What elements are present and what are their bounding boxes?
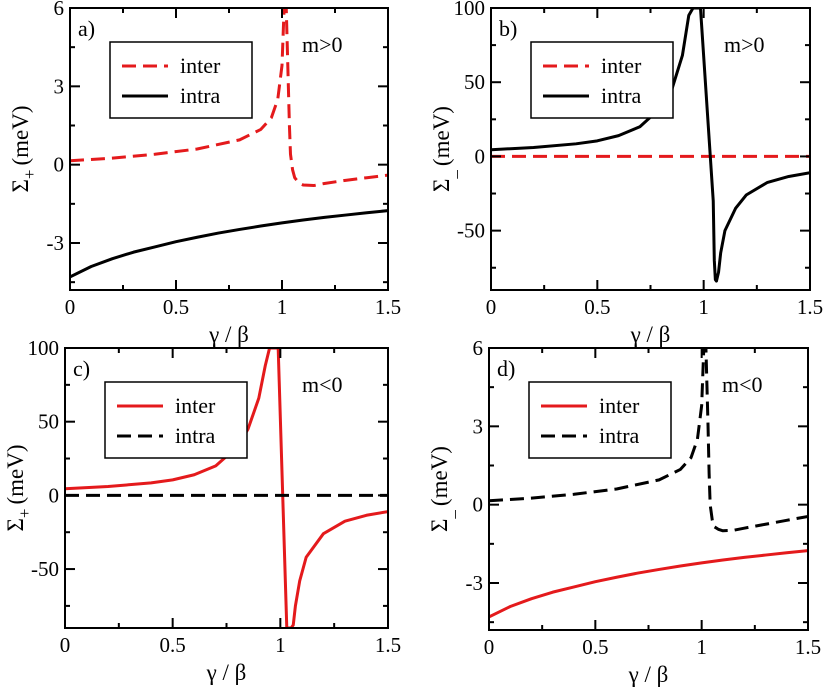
panel-4: 0 0.5 1 1.5 -3 0 3 6 γ / β Σ_ (meV) d) m<0 inter intra (427, 336, 821, 687)
legend-label-intra: intra (180, 83, 221, 108)
y-axis-label-subscript: + (20, 170, 39, 180)
y-axis-label-unit: (meV) (8, 105, 33, 165)
legend-box (104, 381, 248, 459)
series-line-intra (491, 8, 810, 283)
series-line-inter (70, 8, 388, 188)
y-tick-label: -3 (466, 571, 484, 595)
x-tick-label: 0.5 (582, 635, 608, 659)
y-tick-label: 100 (28, 336, 60, 360)
legend-label-intra: intra (599, 423, 640, 448)
y-tick-label: 50 (464, 70, 485, 94)
y-axis-label: Σ_ (meV) (429, 106, 460, 192)
panel-label: b) (499, 16, 517, 41)
y-tick-label: 0 (475, 144, 486, 168)
panel-2: 0 0.5 1 1.5 -50 0 50 100 γ / β Σ_ (meV) b) m>0 inter i… (429, 0, 823, 347)
legend-box (528, 381, 672, 459)
x-tick-label: 1.5 (375, 295, 401, 319)
y-tick-label: 3 (54, 74, 65, 98)
mass-annotation: m<0 (722, 372, 763, 397)
x-tick-label: 1 (696, 635, 707, 659)
legend-box (109, 41, 253, 119)
panel-3: 0 0.5 1 1.5 -50 0 50 100 γ / β Σ+ (meV) c) m<0 inter i… (3, 336, 401, 685)
y-axis-label-symbol: Σ (8, 179, 33, 192)
legend-label-intra: intra (175, 423, 216, 448)
y-tick-label: 0 (473, 493, 484, 517)
y-axis-label-unit: (meV) (427, 446, 452, 506)
x-axis-label: γ / β (208, 322, 249, 347)
mass-annotation: m<0 (302, 372, 343, 397)
legend-label-intra: intra (601, 83, 642, 108)
mass-annotation: m>0 (724, 32, 765, 57)
x-tick-label: 0.5 (584, 295, 610, 319)
y-axis-label: Σ+ (meV) (8, 105, 39, 192)
x-tick-label: 0.5 (163, 295, 189, 319)
panel-label: d) (497, 356, 515, 381)
y-tick-label: -50 (31, 557, 59, 581)
y-axis-label: Σ+ (meV) (3, 444, 34, 531)
y-axis-label-subscript: _ (441, 170, 460, 180)
y-axis-label: Σ_ (meV) (427, 446, 458, 532)
legend-label-inter: inter (180, 53, 221, 78)
y-tick-label: 6 (54, 0, 65, 20)
legend-label-inter: inter (601, 53, 642, 78)
mass-annotation: m>0 (302, 32, 343, 57)
series-line-intra (70, 209, 388, 279)
x-tick-label: 0.5 (160, 633, 186, 657)
y-tick-label: -3 (47, 231, 65, 255)
y-axis-label-unit: (meV) (429, 106, 454, 166)
series-line-intra (489, 348, 808, 533)
x-tick-label: 1.5 (795, 635, 821, 659)
x-axis-label: γ / β (630, 322, 671, 347)
x-tick-label: 1 (277, 295, 288, 319)
x-tick-label: 1.5 (375, 633, 401, 657)
y-axis-label-subscript: + (15, 509, 34, 519)
y-tick-label: 0 (49, 483, 60, 507)
y-axis-label-symbol: Σ (3, 518, 28, 531)
x-tick-label: 0 (65, 295, 76, 319)
x-tick-label: 1.5 (797, 295, 823, 319)
series-line-inter (65, 348, 388, 628)
x-tick-label: 1 (698, 295, 709, 319)
x-axis-label: γ / β (628, 662, 669, 687)
panel-label: c) (73, 356, 90, 381)
y-axis-label-subscript: _ (439, 510, 458, 520)
y-tick-label: 100 (454, 0, 486, 20)
series-line-inter (489, 549, 808, 619)
y-tick-label: 3 (473, 414, 484, 438)
panel-label: a) (78, 16, 95, 41)
x-axis-label: γ / β (206, 660, 247, 685)
y-axis-label-unit: (meV) (3, 444, 28, 504)
legend-box (530, 41, 674, 119)
x-tick-label: 0 (60, 633, 71, 657)
legend-label-inter: inter (599, 393, 640, 418)
x-tick-label: 1 (275, 633, 286, 657)
y-tick-label: 6 (473, 336, 484, 360)
x-tick-label: 0 (484, 635, 495, 659)
legend-label-inter: inter (175, 393, 216, 418)
x-tick-label: 0 (486, 295, 497, 319)
y-tick-label: -50 (457, 219, 485, 243)
y-axis-label-symbol: Σ (427, 519, 452, 532)
y-tick-label: 50 (38, 410, 59, 434)
y-tick-label: 0 (54, 153, 65, 177)
y-axis-label-symbol: Σ (429, 179, 454, 192)
panel-1: 0 0.5 1 1.5 -3 0 3 6 γ / β Σ+ (meV) a) m>0 inter intra (8, 0, 401, 347)
